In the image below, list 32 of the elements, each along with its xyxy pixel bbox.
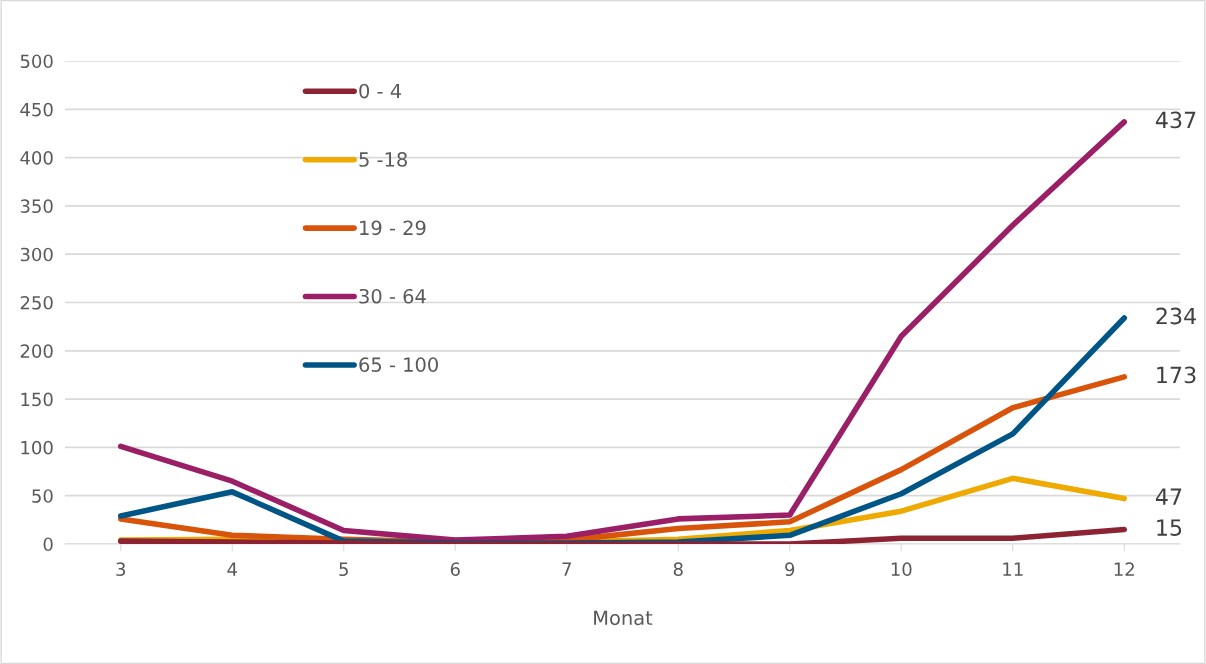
- x-axis-title: Monat: [594, 610, 653, 626]
- y-tick-label: 400: [20, 151, 53, 165]
- y-tick-label: 500: [20, 54, 53, 69]
- x-tick-label: 4: [227, 562, 237, 576]
- x-tick-label: 11: [1003, 562, 1023, 576]
- x-tick-label: 12: [1114, 562, 1134, 576]
- legend-label: 5 -18: [359, 152, 407, 167]
- legend-label: 19 - 29: [360, 220, 426, 236]
- legend-label: 30 - 64: [359, 288, 426, 304]
- legend-label: 65 - 100: [359, 357, 438, 372]
- x-tick-label: 8: [673, 562, 683, 577]
- y-tick-label: 100: [21, 440, 53, 455]
- y-tick-label: 150: [21, 392, 53, 407]
- y-tick-label: 200: [20, 344, 53, 358]
- y-tick-label: 300: [20, 247, 53, 262]
- x-tick-label: 3: [116, 562, 126, 577]
- y-tick-label: 450: [20, 102, 53, 117]
- data-label: 173: [1157, 366, 1196, 384]
- y-tick-label: 50: [32, 489, 53, 503]
- x-tick-label: 10: [891, 562, 912, 577]
- data-label: 15: [1157, 519, 1182, 536]
- x-tick-label: 7: [562, 562, 571, 576]
- legend-label: 0 - 4: [359, 83, 402, 99]
- data-label: 437: [1155, 111, 1196, 129]
- x-tick-label: 6: [450, 562, 460, 577]
- data-label: 47: [1155, 488, 1182, 505]
- data-label: 234: [1156, 307, 1196, 325]
- y-tick-label: 0: [43, 537, 53, 552]
- y-tick-label: 250: [20, 295, 53, 310]
- y-tick-label: 350: [20, 199, 53, 214]
- x-tick-label: 5: [339, 562, 348, 577]
- x-tick-label: 9: [785, 562, 795, 577]
